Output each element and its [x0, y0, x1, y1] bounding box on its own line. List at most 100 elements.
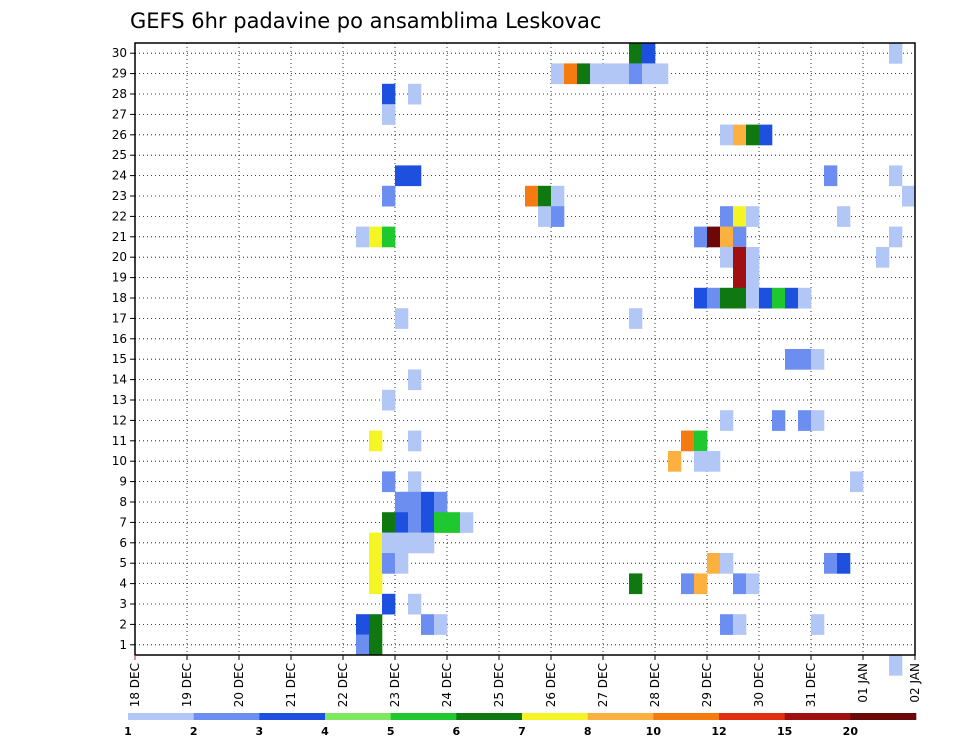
y-tick-label: 22 — [112, 209, 127, 223]
y-tick-label: 30 — [112, 46, 127, 60]
x-tick-label: 18 DEC — [128, 663, 142, 707]
y-tick-label: 9 — [119, 475, 127, 489]
data-cell — [655, 63, 669, 85]
colorbar-label: 5 — [387, 725, 395, 738]
data-cell — [603, 63, 617, 85]
data-cell — [421, 491, 435, 513]
colorbar-segment — [719, 713, 785, 720]
data-cell — [746, 267, 760, 289]
data-cell — [356, 634, 370, 656]
data-cell — [408, 83, 422, 105]
data-cell — [408, 532, 422, 554]
data-cell — [733, 287, 747, 309]
data-cell — [369, 573, 383, 595]
data-cell — [733, 247, 747, 268]
colorbar-label: 7 — [518, 725, 526, 738]
data-cell — [733, 124, 747, 146]
data-cell — [889, 165, 903, 187]
y-tick-label: 25 — [112, 148, 127, 162]
data-cell — [356, 226, 370, 248]
data-cell — [538, 206, 552, 227]
data-cell — [889, 655, 903, 676]
plot-frame — [134, 42, 916, 656]
colorbar-label: 15 — [777, 725, 792, 738]
x-tick-label: 25 DEC — [492, 663, 506, 707]
data-cell — [369, 226, 383, 248]
colorbar-label: 3 — [256, 725, 264, 738]
data-cell — [694, 451, 708, 472]
y-axis-ticks: 1234567891011121314151617181920212223242… — [112, 46, 135, 652]
data-cell — [733, 226, 747, 248]
x-tick-label: 01 JAN — [856, 663, 870, 703]
colorbar-label: 8 — [584, 725, 592, 738]
colorbar-segment — [653, 713, 720, 720]
data-cell — [746, 124, 760, 146]
x-tick-label: 29 DEC — [700, 663, 714, 707]
data-cell — [369, 614, 383, 635]
data-cell — [733, 614, 747, 635]
y-tick-label: 20 — [112, 250, 127, 264]
data-cell — [681, 573, 695, 595]
y-tick-label: 1 — [119, 638, 127, 652]
data-cell — [382, 512, 396, 533]
data-cell — [382, 389, 396, 411]
data-cell — [785, 287, 799, 309]
data-cell — [811, 614, 825, 635]
y-tick-label: 18 — [112, 291, 127, 305]
y-tick-label: 5 — [119, 556, 127, 570]
colorbar-segment — [784, 713, 851, 720]
data-cell — [668, 451, 682, 472]
data-cell — [876, 247, 890, 268]
data-cell — [369, 634, 383, 656]
y-tick-label: 8 — [119, 495, 127, 509]
data-cell — [525, 185, 539, 207]
data-cell — [902, 185, 916, 207]
data-cell — [421, 532, 435, 554]
data-cell — [408, 165, 422, 187]
colorbar-segment — [325, 713, 391, 720]
data-cell — [720, 247, 734, 268]
y-tick-label: 29 — [112, 67, 127, 81]
colorbar-segment — [128, 713, 194, 720]
chart-title: GEFS 6hr padavine po ansamblima Leskovac — [130, 9, 601, 33]
data-cell — [707, 553, 721, 574]
data-cell — [746, 247, 760, 268]
data-cell — [408, 369, 422, 391]
x-tick-label: 24 DEC — [440, 663, 454, 707]
data-cell — [694, 573, 708, 595]
x-tick-label: 23 DEC — [388, 663, 402, 707]
colorbar-label: 1 — [124, 725, 132, 738]
y-tick-label: 15 — [112, 352, 127, 366]
data-cell — [733, 267, 747, 289]
x-tick-label: 31 DEC — [804, 663, 818, 707]
data-cell — [707, 451, 721, 472]
data-cell — [551, 206, 565, 227]
x-tick-label: 30 DEC — [752, 663, 766, 707]
y-tick-label: 26 — [112, 128, 127, 142]
y-tick-label: 7 — [119, 515, 127, 529]
data-cell — [798, 287, 812, 309]
data-cell — [889, 226, 903, 248]
y-tick-label: 12 — [112, 413, 127, 427]
data-cell — [395, 491, 409, 513]
data-cell — [395, 308, 409, 329]
data-cell — [616, 63, 630, 85]
data-cell — [382, 185, 396, 207]
data-cell — [369, 532, 383, 554]
y-tick-label: 16 — [112, 332, 127, 346]
data-cell — [694, 226, 708, 248]
data-cell — [785, 349, 799, 370]
data-cell — [642, 43, 656, 64]
data-cell — [694, 287, 708, 309]
data-cell — [681, 430, 695, 452]
data-cell — [720, 410, 734, 431]
data-cell — [421, 512, 435, 533]
data-cell — [772, 287, 786, 309]
data-cell — [382, 471, 396, 493]
data-cell — [824, 165, 838, 187]
data-cell — [694, 430, 708, 452]
data-cell — [889, 43, 903, 64]
colorbar-label: 20 — [843, 725, 859, 738]
data-cell — [720, 124, 734, 146]
